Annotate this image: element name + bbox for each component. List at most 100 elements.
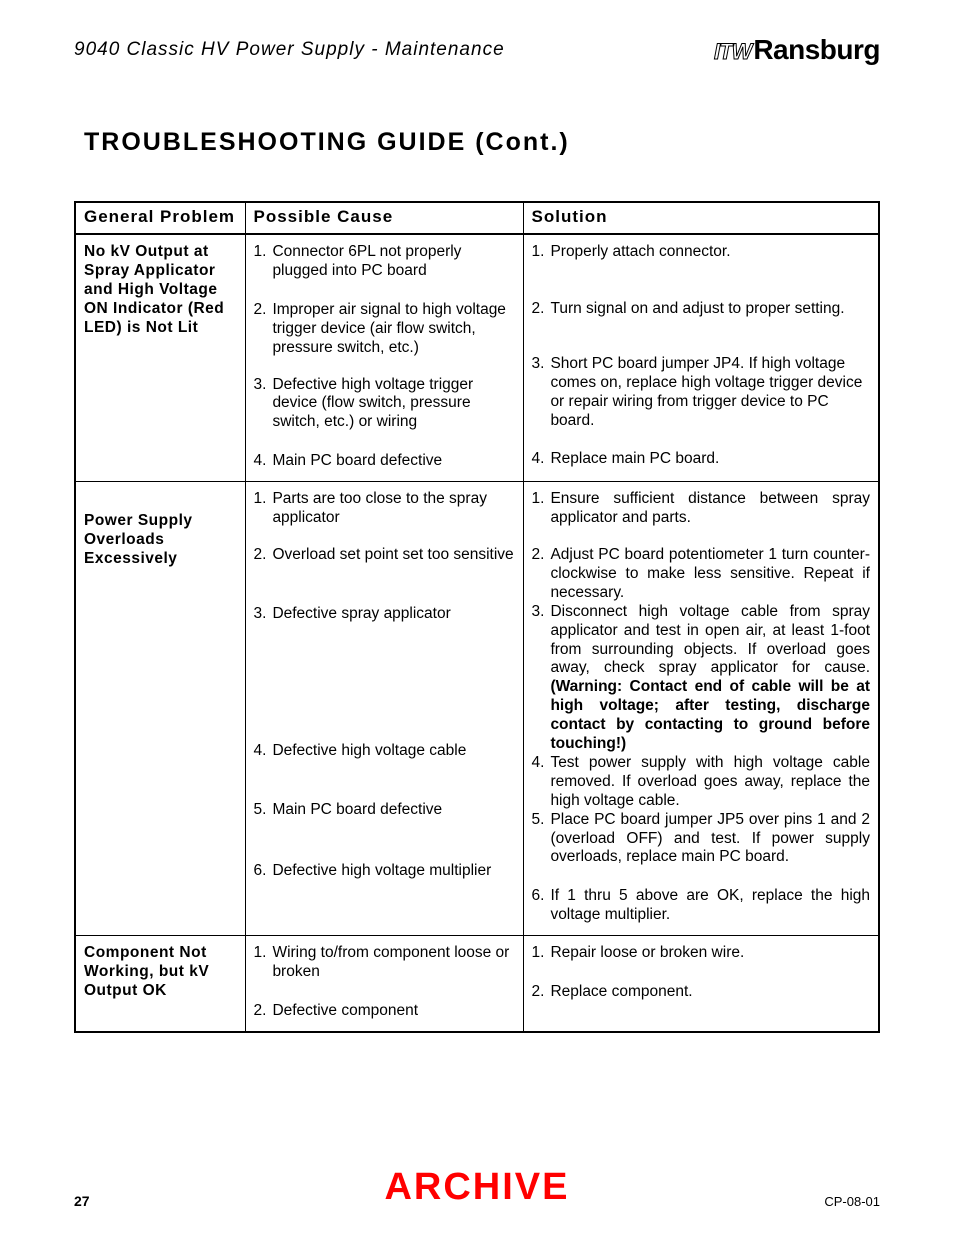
general-problem-text: Power Supply Overloads Excessively: [84, 490, 237, 569]
item-number: 3.: [532, 355, 545, 431]
item-text: If 1 thru 5 above are OK, replace the hi…: [550, 887, 870, 925]
archive-watermark: ARCHIVE: [384, 1166, 569, 1209]
troubleshooting-table: General Problem Possible Cause Solution …: [74, 201, 880, 1033]
item-number: 3.: [254, 376, 267, 433]
item-text: Parts are too close to the spray applica…: [272, 490, 514, 528]
item-text: Improper air signal to high voltage trig…: [272, 301, 514, 358]
solution-item: 5.Place PC board jumper JP5 over pins 1 …: [532, 811, 871, 868]
cause-item: 2.Defective component: [254, 1002, 515, 1021]
item-number: 2.: [532, 983, 545, 1002]
item-text: Overload set point set too sensitive: [272, 546, 514, 565]
cause-item: 3. Defective spray applicator: [254, 605, 515, 624]
item-text: Short PC board jumper JP4. If high volta…: [550, 355, 870, 431]
cause-item: 3.Defective high voltage trigger device …: [254, 376, 515, 433]
item-number: 1.: [532, 243, 545, 262]
section-title: TROUBLESHOOTING GUIDE (Cont.): [84, 128, 880, 157]
item-number: 2.: [254, 301, 267, 358]
item-number: 4.: [532, 754, 545, 811]
document-title: 9040 Classic HV Power Supply - Maintenan…: [74, 39, 505, 61]
item-number: 2.: [254, 1002, 267, 1021]
solution-item: 4. Replace main PC board.: [532, 450, 871, 469]
item-number: 1.: [254, 944, 267, 982]
solution-item: 1. Repair loose or broken wire.: [532, 944, 871, 963]
solution-cell: 1.Ensure sufficient distance between spr…: [523, 482, 879, 936]
running-header: 9040 Classic HV Power Supply - Maintenan…: [74, 34, 880, 66]
table-row: Power Supply Overloads Excessively1.Part…: [75, 482, 879, 936]
cause-item: 1.Wiring to/from component loose or brok…: [254, 944, 515, 982]
general-problem-cell: Component Not Working, but kV Output OK: [75, 936, 245, 1032]
item-text: Place PC board jumper JP5 over pins 1 an…: [550, 811, 870, 868]
item-number: 6.: [532, 887, 545, 925]
col-header-solution: Solution: [523, 202, 879, 234]
item-text: Adjust PC board potentiometer 1 turn cou…: [550, 546, 870, 603]
solution-item: 1.Ensure sufficient distance between spr…: [532, 490, 871, 528]
item-text: Test power supply with high voltage cabl…: [550, 754, 870, 811]
item-text: Properly attach connector.: [550, 243, 870, 262]
cause-item: 4. Defective high voltage cable: [254, 742, 515, 761]
cause-item: 1.Parts are too close to the spray appli…: [254, 490, 515, 528]
item-text: Turn signal on and adjust to proper sett…: [550, 300, 870, 319]
item-number: 4.: [532, 450, 545, 469]
item-text: Disconnect high voltage cable from spray…: [550, 603, 870, 754]
item-number: 4.: [254, 742, 267, 761]
item-text: Main PC board defective: [272, 452, 514, 471]
item-text: Repair loose or broken wire.: [550, 944, 870, 963]
item-number: 2.: [532, 300, 545, 319]
general-problem-cell: No kV Output at Spray Applicator and Hig…: [75, 234, 245, 482]
page-number: 27: [74, 1193, 90, 1209]
page-footer: 27 ARCHIVE CP-08-01: [74, 1193, 880, 1209]
brand-name: Ransburg: [753, 34, 880, 66]
col-header-cause: Possible Cause: [245, 202, 523, 234]
possible-cause-cell: 1.Connector 6PL not properly plugged int…: [245, 234, 523, 482]
item-number: 1.: [254, 243, 267, 281]
brand-logo: ITW Ransburg: [714, 34, 880, 66]
table-row: No kV Output at Spray Applicator and Hig…: [75, 234, 879, 482]
item-number: 3.: [532, 603, 545, 754]
item-number: 2.: [532, 546, 545, 603]
brand-prefix: ITW: [714, 39, 751, 65]
item-number: 1.: [532, 490, 545, 528]
item-number: 1.: [532, 944, 545, 963]
item-number: 5.: [254, 801, 267, 820]
cause-item: 1.Connector 6PL not properly plugged int…: [254, 243, 515, 281]
solution-item: 2. Turn signal on and adjust to proper se…: [532, 300, 871, 319]
item-text: Main PC board defective: [272, 801, 514, 820]
item-number: 4.: [254, 452, 267, 471]
item-text: Defective high voltage multiplier: [272, 862, 514, 881]
cause-item: 2.Improper air signal to high voltage tr…: [254, 301, 515, 358]
solution-item: 3.Disconnect high voltage cable from spr…: [532, 603, 871, 754]
general-problem-text: Component Not Working, but kV Output OK: [84, 944, 237, 1001]
cause-item: 6. Defective high voltage multiplier: [254, 862, 515, 881]
cause-item: 4. Main PC board defective: [254, 452, 515, 471]
item-number: 3.: [254, 605, 267, 624]
solution-item: 3.Short PC board jumper JP4. If high vol…: [532, 355, 871, 431]
item-text: Connector 6PL not properly plugged into …: [272, 243, 514, 281]
item-text: Wiring to/from component loose or broken: [272, 944, 514, 982]
table-row: Component Not Working, but kV Output OK 1…: [75, 936, 879, 1032]
item-text: Replace main PC board.: [550, 450, 870, 469]
cause-item: 5. Main PC board defective: [254, 801, 515, 820]
general-problem-cell: Power Supply Overloads Excessively: [75, 482, 245, 936]
item-number: 6.: [254, 862, 267, 881]
solution-item: 2.Replace component.: [532, 983, 871, 1002]
solution-cell: 1. Repair loose or broken wire. 2.Replace …: [523, 936, 879, 1032]
item-number: 2.: [254, 546, 267, 565]
item-number: 5.: [532, 811, 545, 868]
solution-cell: 1. Properly attach connector. 2. Turn signa…: [523, 234, 879, 482]
col-header-problem: General Problem: [75, 202, 245, 234]
cause-item: 2. Overload set point set too sensitive: [254, 546, 515, 565]
table-header-row: General Problem Possible Cause Solution: [75, 202, 879, 234]
item-text: Defective spray applicator: [272, 605, 514, 624]
item-text: Ensure sufficient distance between spray…: [550, 490, 870, 528]
item-number: 1.: [254, 490, 267, 528]
solution-item: 6.If 1 thru 5 above are OK, replace the …: [532, 887, 871, 925]
general-problem-text: No kV Output at Spray Applicator and Hig…: [84, 243, 237, 338]
solution-item: 1. Properly attach connector.: [532, 243, 871, 262]
possible-cause-cell: 1.Parts are too close to the spray appli…: [245, 482, 523, 936]
solution-item: 2.Adjust PC board potentiometer 1 turn c…: [532, 546, 871, 603]
item-text: Defective high voltage trigger device (f…: [272, 376, 514, 433]
item-text: Defective high voltage cable: [272, 742, 514, 761]
document-code: CP-08-01: [824, 1194, 880, 1209]
possible-cause-cell: 1.Wiring to/from component loose or brok…: [245, 936, 523, 1032]
warning-text: (Warning: Contact end of cable will be a…: [550, 678, 870, 752]
